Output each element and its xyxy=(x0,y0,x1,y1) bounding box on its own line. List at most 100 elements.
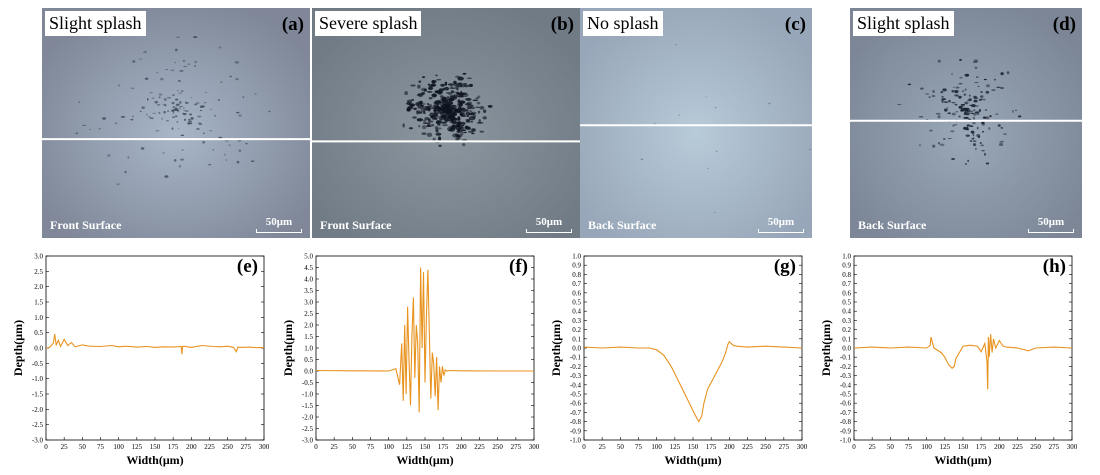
splash-particle xyxy=(180,158,185,161)
x-tick-label: 150 xyxy=(688,443,699,451)
chart-g: 1.0 0.9 0.8 0.7 0.6 0.5 0.4 0.3 0.2 0.1 0.0 -0.1 -0.… xyxy=(540,250,808,472)
splash-particle xyxy=(189,113,192,116)
splash-particle xyxy=(413,107,417,110)
panel-letter-c: (c) xyxy=(784,14,806,35)
splash-particle xyxy=(410,84,416,87)
chart-f: 5.0 4.5 4.0 3.5 3.0 2.5 2.0 1.5 1.0 0.5 0.0 -0.5 -1.… xyxy=(272,250,540,472)
splash-particle xyxy=(455,108,462,111)
splash-particle xyxy=(228,144,231,146)
x-axis-label: Width(μm) xyxy=(396,453,453,467)
splash-particle xyxy=(445,110,448,114)
y-tick-label: 1.0 xyxy=(842,253,851,261)
splash-particle xyxy=(432,137,436,142)
splash-particle xyxy=(411,99,415,101)
splash-particle xyxy=(174,115,178,118)
splash-particle xyxy=(980,95,983,98)
splash-particle xyxy=(449,125,457,131)
splash-particle xyxy=(173,159,177,162)
splash-particle xyxy=(440,114,447,119)
depth-profile-line xyxy=(583,340,803,423)
splash-particle xyxy=(446,96,450,98)
splash-particle xyxy=(238,149,242,153)
photo-tag-c: No splash xyxy=(583,11,663,36)
micrograph-background xyxy=(42,8,310,238)
splash-particle xyxy=(973,117,976,120)
surface-label-a: Front Surface xyxy=(50,218,122,232)
splash-particle xyxy=(107,154,111,157)
splash-particle xyxy=(436,102,440,107)
y-axis-label: Depth(μm) xyxy=(819,320,833,376)
y-tick-label: -0.4 xyxy=(570,381,582,389)
x-tick-label: 200 xyxy=(186,443,197,451)
splash-particle xyxy=(972,140,977,142)
x-tick-label: 0 xyxy=(852,443,856,451)
splash-particle xyxy=(447,105,453,108)
splash-particle xyxy=(237,139,242,142)
splash-particle xyxy=(179,106,183,108)
splash-particle xyxy=(127,156,130,159)
splash-particle xyxy=(449,87,456,90)
splash-particle xyxy=(1012,109,1014,113)
splash-particle xyxy=(675,44,678,46)
y-tick-label: 0.5 xyxy=(842,299,851,307)
x-tick-label: 0 xyxy=(44,443,48,451)
splash-particle xyxy=(935,112,941,115)
splash-particle xyxy=(417,84,421,89)
splash-particle xyxy=(172,106,175,109)
y-tick-label: 1.0 xyxy=(304,345,313,353)
splash-particle xyxy=(225,159,228,161)
splash-particle xyxy=(183,65,187,67)
splash-particle xyxy=(968,94,971,97)
y-tick-label: 0.9 xyxy=(572,262,581,270)
splash-particle xyxy=(444,81,448,86)
panel-letter-d: (d) xyxy=(1052,14,1076,35)
splash-particle xyxy=(982,130,985,133)
splash-particle xyxy=(443,108,449,111)
y-tick-label: -2.0 xyxy=(32,406,44,414)
splash-particle xyxy=(463,84,470,88)
splash-particle xyxy=(208,163,212,166)
splash-particle xyxy=(714,107,717,109)
splash-particle xyxy=(177,79,181,82)
splash-particle xyxy=(999,140,1004,143)
chart-f-svg: 5.0 4.5 4.0 3.5 3.0 2.5 2.0 1.5 1.0 0.5 0.0 -0.5 -1.… xyxy=(281,253,540,468)
y-tick-label: -0.9 xyxy=(570,427,582,435)
splash-particle xyxy=(981,150,985,152)
splash-particle xyxy=(447,129,454,132)
y-axis-label: Depth(μm) xyxy=(11,320,25,376)
splash-particle xyxy=(946,107,949,109)
splash-particle xyxy=(477,95,481,99)
splash-particle xyxy=(951,73,953,75)
splash-particle xyxy=(149,92,153,94)
splash-particle xyxy=(203,102,207,104)
splash-particle xyxy=(404,91,408,96)
splash-particle xyxy=(960,103,966,106)
splash-particle xyxy=(166,120,169,122)
x-tick-label: 300 xyxy=(529,443,540,451)
splash-particle xyxy=(964,88,967,91)
x-tick-label: 25 xyxy=(61,443,69,451)
splash-particle xyxy=(424,116,430,121)
y-tick-label: 0.0 xyxy=(304,368,313,376)
splash-particle xyxy=(430,112,434,114)
y-tick-label: 0.9 xyxy=(842,262,851,270)
x-tick-label: 225 xyxy=(204,443,215,451)
splash-particle xyxy=(238,114,242,117)
splash-particle xyxy=(199,109,203,111)
x-tick-label: 100 xyxy=(921,443,932,451)
splash-particle xyxy=(435,109,442,112)
y-tick-label: -1.0 xyxy=(840,437,852,445)
splash-particle xyxy=(449,109,454,113)
splash-particle xyxy=(408,127,413,130)
splash-particle xyxy=(998,143,1004,146)
splash-particle xyxy=(181,149,184,151)
y-axis-label: Depth(μm) xyxy=(281,320,295,376)
splash-particle xyxy=(459,107,466,111)
plot-frame xyxy=(583,255,803,441)
splash-particle xyxy=(715,150,718,152)
splash-particle xyxy=(466,77,472,80)
splash-particle xyxy=(165,69,168,71)
splash-particle xyxy=(187,122,191,125)
y-tick-label: 1.0 xyxy=(572,253,581,261)
y-tick-label: -0.5 xyxy=(840,391,852,399)
